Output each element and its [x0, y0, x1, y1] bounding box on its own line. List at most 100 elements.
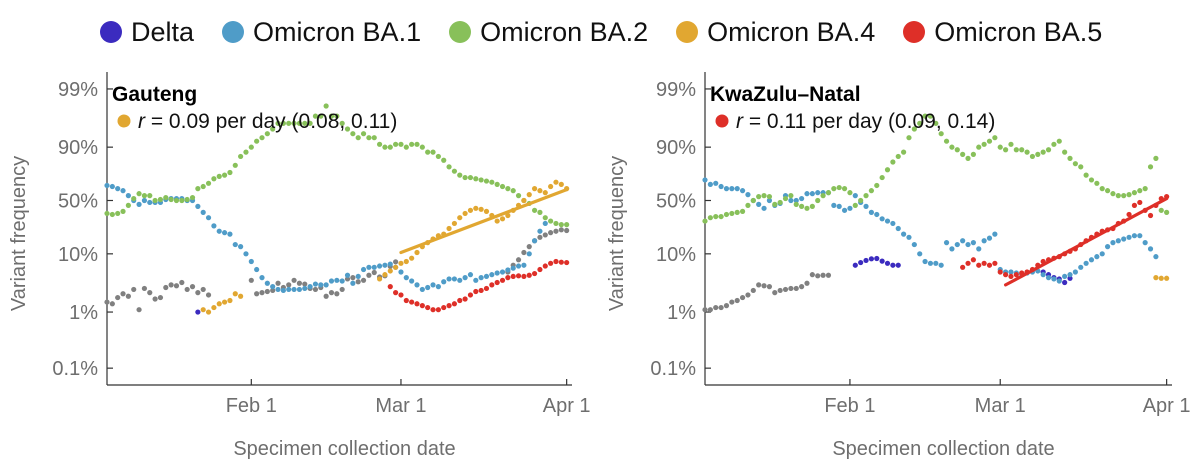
gauteng-point-ba4: [462, 210, 468, 217]
kwazulu-natal-point-ba2: [890, 159, 896, 165]
gauteng-point-ba2: [371, 135, 377, 141]
kwazulu-natal-point-ba1: [745, 192, 751, 198]
gauteng-point-ba1: [211, 223, 217, 229]
kwazulu-natal-point-ba2: [960, 151, 966, 157]
gauteng-point-ba1: [254, 266, 260, 273]
gauteng-point-ba4: [521, 197, 527, 204]
kwazulu-natal-point-other: [804, 280, 810, 286]
kwazulu-natal-point-ba1: [761, 205, 767, 211]
kwazulu-natal-point-ba2: [1147, 164, 1154, 170]
kwazulu-natal-point-ba4: [1158, 275, 1164, 281]
gauteng-point-ba2: [232, 162, 238, 168]
kwazulu-natal-point-ba2: [1035, 151, 1041, 157]
gauteng-point-ba2: [360, 131, 367, 137]
gauteng-point-ba2: [446, 164, 452, 170]
gauteng-point-ba1: [414, 282, 420, 288]
gauteng-point-other: [200, 286, 206, 293]
gauteng-point-ba5: [537, 266, 543, 273]
kwazulu-natal-point-ba1: [1094, 254, 1100, 260]
kwazulu-natal-point-ba5: [1131, 202, 1138, 208]
gauteng-point-other: [259, 290, 265, 296]
gauteng-point-ba1: [344, 272, 351, 278]
gauteng-point-ba2: [254, 138, 260, 144]
gauteng-point-ba2: [376, 141, 383, 147]
gauteng-point-ba2: [163, 194, 169, 201]
kwazulu-natal-point-ba1: [911, 241, 917, 248]
kwazulu-natal-point-ba2: [1013, 147, 1019, 153]
kwazulu-natal-point-ba2: [884, 167, 891, 173]
kwazulu-natal-point-ba1: [756, 201, 762, 207]
gauteng-y-tick-label: 0.1%: [52, 358, 98, 380]
kwazulu-natal-point-ba2: [836, 184, 842, 191]
gauteng-point-ba1: [360, 266, 367, 273]
gauteng-point-ba2: [104, 210, 110, 217]
kwazulu-natal-fit-line: [1003, 196, 1169, 287]
gauteng-point-other: [163, 284, 169, 291]
kwazulu-natal-point-ba2: [1142, 186, 1148, 192]
gauteng-point-ba2: [483, 178, 490, 184]
gauteng-point-ba4: [398, 260, 404, 266]
kwazulu-natal-point-delta: [863, 257, 869, 264]
gauteng-point-other: [173, 283, 180, 289]
kwazulu-natal-point-ba2: [1088, 177, 1095, 183]
gauteng-point-other: [141, 285, 148, 292]
kwazulu-natal-point-ba2: [745, 202, 751, 208]
kwazulu-natal-point-ba2: [1008, 141, 1014, 147]
kwazulu-natal-point-ba2: [707, 215, 713, 221]
gauteng-point-other: [270, 287, 276, 294]
kwazulu-natal-point-other: [739, 294, 746, 301]
kwazulu-natal-point-ba1: [1045, 275, 1052, 281]
gauteng-point-ba2: [323, 103, 329, 109]
gauteng-point-other: [542, 232, 548, 238]
gauteng-point-ba5: [414, 301, 420, 307]
gauteng-point-other: [515, 257, 522, 263]
kwazulu-natal-y-tick-label: 99%: [656, 79, 696, 101]
kwazulu-natal-point-ba2: [804, 205, 810, 211]
gauteng-point-ba1: [318, 282, 324, 288]
gauteng-point-ba2: [425, 149, 431, 155]
gauteng-point-ba5: [430, 307, 436, 313]
gauteng-point-ba5: [521, 273, 527, 280]
kwazulu-natal-point-ba1: [895, 225, 901, 232]
kwazulu-natal-point-ba1: [1051, 276, 1057, 282]
gauteng-point-ba1: [521, 262, 527, 268]
kwazulu-natal-point-ba2: [831, 186, 837, 192]
kwazulu-natal-point-ba2: [1083, 172, 1089, 178]
kwazulu-natal-point-ba1: [1104, 244, 1111, 250]
kwazulu-natal-x-axis-label: Specimen collection date: [832, 438, 1054, 460]
gauteng-point-ba1: [286, 286, 292, 293]
kwazulu-natal-point-ba1: [992, 231, 998, 237]
gauteng-point-ba5: [462, 296, 468, 302]
kwazulu-natal-point-ba1: [901, 231, 907, 237]
gauteng-point-ba1: [296, 286, 303, 293]
gauteng-point-ba1: [259, 275, 265, 281]
gauteng-point-ba2: [542, 215, 548, 221]
kwazulu-natal-point-other: [761, 283, 767, 289]
gauteng-annotation-dot: [117, 114, 131, 128]
gauteng-point-ba4: [473, 205, 479, 211]
kwazulu-natal-point-ba1: [965, 241, 971, 248]
gauteng-point-ba2: [393, 141, 399, 147]
gauteng-point-ba4: [457, 215, 463, 221]
gauteng-point-other: [350, 275, 356, 281]
kwazulu-natal-point-ba2: [917, 120, 923, 126]
gauteng-point-ba5: [494, 279, 500, 286]
gauteng-point-ba2: [131, 195, 137, 202]
kwazulu-natal-point-delta: [884, 260, 891, 266]
kwazulu-natal-point-delta: [852, 262, 858, 268]
gauteng-point-ba1: [494, 270, 500, 276]
kwazulu-natal-point-ba1: [1147, 246, 1154, 252]
gauteng-point-ba2: [318, 113, 324, 119]
gauteng-point-ba2: [184, 196, 190, 203]
gauteng-point-ba2: [200, 183, 206, 190]
gauteng-point-ba1: [489, 272, 495, 278]
gauteng-point-ba1: [371, 264, 377, 270]
kwazulu-natal-point-ba2: [761, 193, 767, 199]
kwazulu-natal-point-ba2: [976, 144, 982, 150]
gauteng-point-ba2: [473, 176, 479, 182]
kwazulu-natal-point-ba2: [949, 144, 955, 150]
legend-item-delta: Delta: [100, 17, 194, 48]
gauteng-point-ba2: [259, 135, 265, 141]
gauteng-point-ba1: [141, 197, 148, 204]
gauteng-point-ba1: [457, 277, 463, 283]
